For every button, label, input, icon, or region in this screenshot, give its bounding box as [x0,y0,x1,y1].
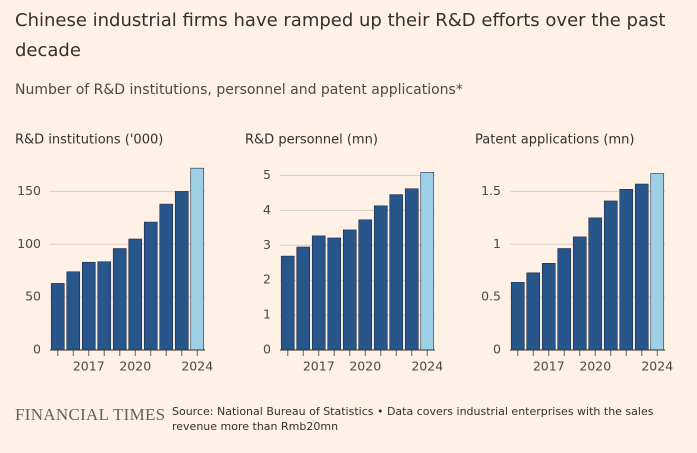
bar [603,200,618,351]
bar [128,238,143,351]
y-tick-label: 1.5 [481,183,501,198]
bar [174,191,189,351]
x-tick-label: 2024 [181,359,213,374]
bar [81,261,96,351]
y-tick-label: 0 [493,342,501,357]
bar [389,194,404,351]
bar [404,188,419,351]
bar [541,263,556,351]
y-tick-label: 1 [493,236,501,251]
panel-title: R&D institutions ('000) [15,133,163,148]
brand: FINANCIAL TIMES [15,405,166,424]
bar [358,219,373,351]
bar [557,248,572,351]
y-tick-label: 50 [25,289,41,304]
bar [97,261,112,351]
y-tick-label: 100 [17,236,41,251]
y-tick-label: 1 [263,307,271,322]
bar [572,236,587,351]
bar [373,205,388,351]
x-tick-label: 2017 [533,359,565,374]
x-tick-label: 2024 [641,359,673,374]
bar [634,183,649,351]
bar [190,167,205,351]
y-tick-label: 4 [263,202,271,217]
x-tick-label: 2020 [349,359,381,374]
bar [342,229,357,351]
bar [588,217,603,351]
y-tick-label: 0 [33,342,41,357]
bar [619,189,634,351]
bar [66,271,81,351]
bar [327,237,342,351]
bar [311,235,326,351]
subtitle: Number of R&D institutions, personnel an… [15,82,463,98]
bar [526,272,541,351]
y-tick-label: 3 [263,237,271,252]
x-tick-label: 2024 [411,359,443,374]
bar [50,283,65,351]
title: Chinese industrial firms have ramped up … [15,10,666,61]
bar [650,173,665,351]
bar [510,282,525,351]
bar [296,246,311,351]
bar [159,203,174,351]
x-tick-label: 2020 [119,359,151,374]
panel-title: Patent applications (mn) [475,133,634,148]
source: Source: National Bureau of Statistics • … [172,405,654,433]
y-tick-label: 5 [263,167,271,182]
y-tick-label: 2 [263,272,271,287]
panel-title: R&D personnel (mn) [245,133,378,148]
y-tick-label: 150 [17,183,41,198]
bar [143,221,158,351]
y-tick-label: 0 [263,342,271,357]
y-tick-label: 0.5 [481,289,501,304]
x-tick-label: 2017 [73,359,105,374]
bar [280,255,295,351]
bar [420,172,435,351]
x-tick-label: 2020 [579,359,611,374]
x-tick-label: 2017 [303,359,335,374]
bar [112,248,127,351]
